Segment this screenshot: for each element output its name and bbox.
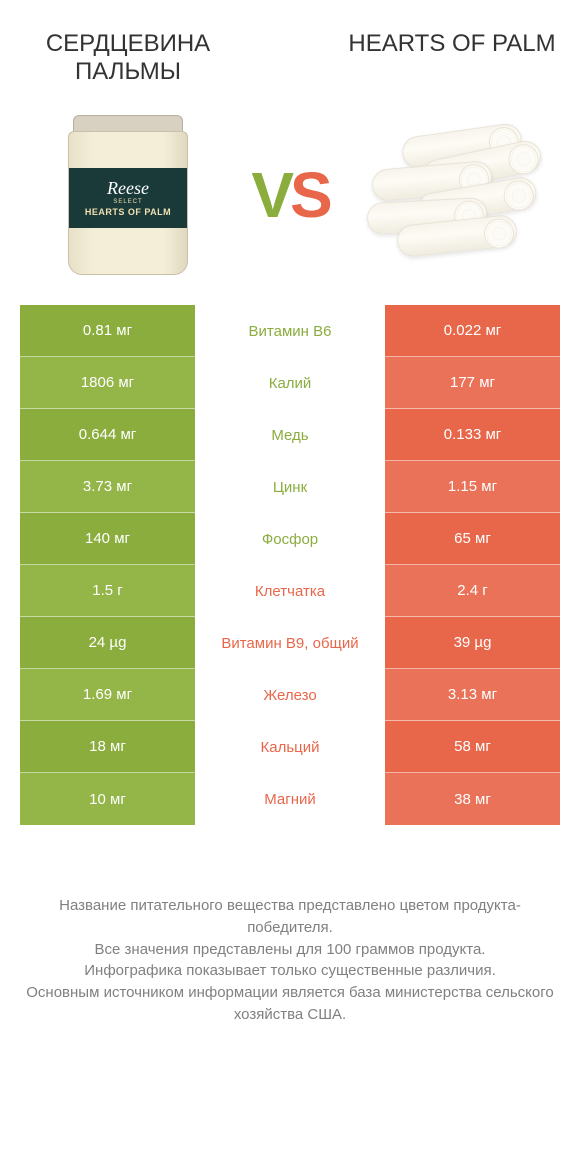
table-row: 0.81 мгВитамин B60.022 мг [20,305,560,357]
left-value: 1.5 г [20,565,195,617]
footer-line: Основным источником информации является … [20,982,560,1026]
right-title: HEARTS OF PALM [344,30,560,58]
header: СЕРДЦЕВИНА ПАЛЬМЫ HEARTS OF PALM [0,0,580,95]
hearts-of-palm-image [362,130,542,260]
images-row: Reese SELECT HEARTS OF PALM VS [0,95,580,305]
right-value: 0.022 мг [385,305,560,357]
table-row: 1.5 гКлетчатка2.4 г [20,565,560,617]
right-value: 177 мг [385,357,560,409]
jar-image: Reese SELECT HEARTS OF PALM [63,115,193,275]
jar-sub: SELECT [113,199,142,205]
left-value: 0.81 мг [20,305,195,357]
jar-product: HEARTS OF PALM [85,207,171,217]
vs-label: VS [251,158,328,232]
nutrient-label: Фосфор [195,513,385,565]
table-row: 1.69 мгЖелезо3.13 мг [20,669,560,721]
left-value: 1806 мг [20,357,195,409]
right-value: 58 мг [385,721,560,773]
footer-line: Инфографика показывает только существенн… [20,960,560,982]
right-value: 65 мг [385,513,560,565]
nutrient-label: Клетчатка [195,565,385,617]
table-row: 0.644 мгМедь0.133 мг [20,409,560,461]
right-value: 0.133 мг [385,409,560,461]
nutrient-label: Витамин B9, общий [195,617,385,669]
nutrient-label: Медь [195,409,385,461]
jar-brand: Reese [107,179,149,197]
right-value: 1.15 мг [385,461,560,513]
left-title: СЕРДЦЕВИНА ПАЛЬМЫ [20,30,236,85]
nutrient-label: Магний [195,773,385,825]
left-value: 18 мг [20,721,195,773]
comparison-table: 0.81 мгВитамин B60.022 мг1806 мгКалий177… [20,305,560,825]
footer-line: Название питательного вещества представл… [20,895,560,939]
table-row: 18 мгКальций58 мг [20,721,560,773]
left-value: 24 µg [20,617,195,669]
right-value: 2.4 г [385,565,560,617]
left-value: 1.69 мг [20,669,195,721]
table-row: 1806 мгКалий177 мг [20,357,560,409]
nutrient-label: Кальций [195,721,385,773]
right-value: 38 мг [385,773,560,825]
right-value: 39 µg [385,617,560,669]
nutrient-label: Калий [195,357,385,409]
table-row: 10 мгМагний38 мг [20,773,560,825]
right-value: 3.13 мг [385,669,560,721]
left-value: 10 мг [20,773,195,825]
table-row: 140 мгФосфор65 мг [20,513,560,565]
left-value: 3.73 мг [20,461,195,513]
left-value: 140 мг [20,513,195,565]
footer-note: Название питательного вещества представл… [20,895,560,1026]
left-value: 0.644 мг [20,409,195,461]
nutrient-label: Витамин B6 [195,305,385,357]
table-row: 24 µgВитамин B9, общий39 µg [20,617,560,669]
nutrient-label: Цинк [195,461,385,513]
footer-line: Все значения представлены для 100 граммо… [20,939,560,961]
table-row: 3.73 мгЦинк1.15 мг [20,461,560,513]
nutrient-label: Железо [195,669,385,721]
